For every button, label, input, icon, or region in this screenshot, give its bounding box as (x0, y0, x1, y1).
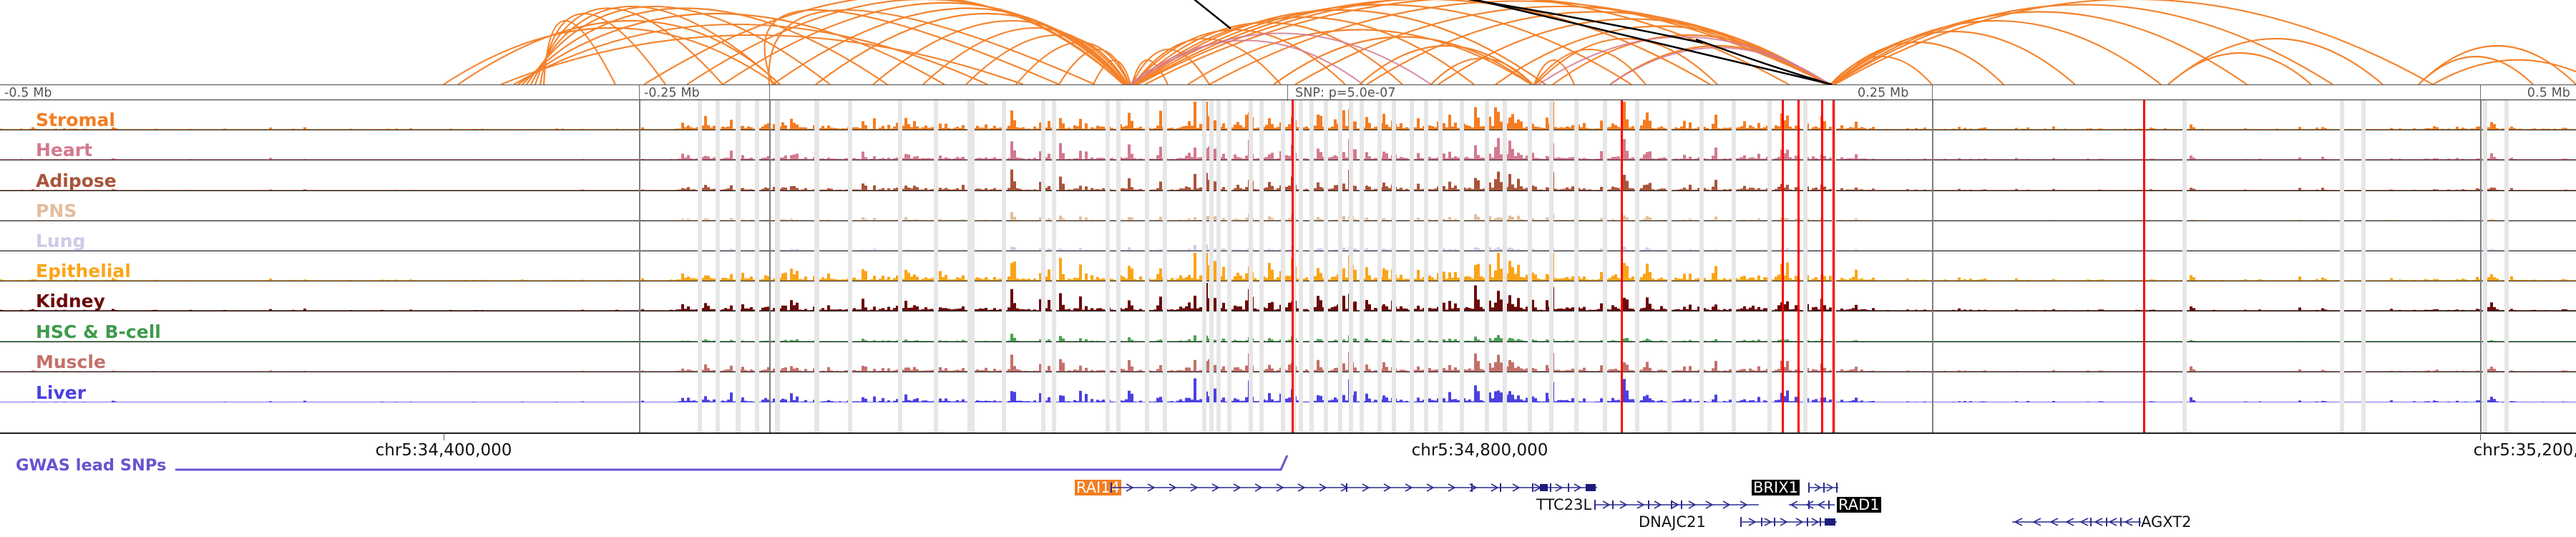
chromatin-loop-arcs (0, 0, 2576, 84)
track-label-muscle: Muscle (36, 351, 106, 372)
track-lung[interactable]: Lung (0, 221, 2576, 251)
gene-body-ttc23l[interactable] (1594, 497, 1759, 513)
track-label-hsc-bcell: HSC & B-cell (36, 321, 161, 342)
track-plot-pns (0, 191, 2576, 221)
track-stromal[interactable]: Stromal (0, 100, 2576, 131)
coord-tick (2480, 432, 2482, 440)
ruler-label-plus-025mb: 0.25 Mb (1858, 86, 1909, 100)
track-label-stromal: Stromal (36, 110, 115, 131)
ruler-label-left-05mb: -0.5 Mb (4, 86, 52, 100)
gene-label-rai14[interactable]: RAI14 (1075, 479, 1122, 496)
gene-body-brix1[interactable] (1808, 480, 1838, 495)
track-heart[interactable]: Heart (0, 130, 2576, 161)
track-muscle[interactable]: Muscle (0, 342, 2576, 372)
gene-row: DNAJC21 (0, 513, 2576, 531)
ruler-tick (639, 85, 640, 101)
track-label-heart: Heart (36, 140, 93, 161)
gene-label-agxt2[interactable]: AGXT2 (2141, 513, 2192, 531)
track-plot-muscle (0, 342, 2576, 372)
position-ruler: -0.5 Mb -0.25 Mb SNP: p=5.0e-07 0.25 Mb … (0, 84, 2576, 101)
ruler-tick (1287, 85, 1289, 101)
ruler-tick (769, 85, 771, 101)
gene-label-ttc23l[interactable]: TTC23L (1536, 496, 1592, 513)
gwas-bracket-line (175, 455, 1289, 471)
gene-annotation-track: RAI14 (0, 478, 2576, 537)
signal-track-stack: Stromal Heart Adipose (0, 100, 2576, 432)
track-label-liver: Liver (36, 382, 87, 403)
gene-label-rad1[interactable]: RAD1 (1837, 496, 1881, 513)
track-plot-liver (0, 373, 2576, 402)
track-plot-heart (0, 130, 2576, 160)
track-label-lung: Lung (36, 230, 86, 251)
track-plot-stromal (0, 100, 2576, 130)
ruler-label-minus-025mb: -0.25 Mb (644, 86, 700, 100)
gene-row: RAI14 (0, 478, 2576, 497)
gene-label-brix1[interactable]: BRIX1 (1752, 479, 1800, 496)
track-adipose[interactable]: Adipose (0, 160, 2576, 191)
snp-pvalue-label: SNP: p=5.0e-07 (1295, 86, 1396, 100)
track-epithelial[interactable]: Epithelial (0, 251, 2576, 282)
gene-body-dnajc21[interactable] (1740, 514, 1837, 530)
track-label-adipose: Adipose (36, 170, 117, 191)
coordinate-axis: chr5:34,400,000 chr5:34,800,000 chr5:35,… (0, 432, 2576, 465)
track-label-pns: PNS (36, 200, 77, 221)
gene-body-rai14[interactable] (1111, 480, 1597, 495)
gene-label-dnajc21[interactable]: DNAJC21 (1639, 513, 1706, 531)
coord-label-end: chr5:35,200, (2473, 441, 2576, 460)
gene-body-rad1[interactable] (1789, 497, 1835, 513)
gwas-lead-snps-label: GWAS lead SNPs (16, 456, 167, 475)
track-plot-epithelial (0, 251, 2576, 281)
ruler-tick (1932, 85, 1933, 101)
gene-body-agxt2[interactable] (2012, 514, 2141, 530)
track-kidney[interactable]: Kidney (0, 281, 2576, 312)
ruler-label-plus-05mb: 0.5 Mb (2527, 86, 2570, 100)
track-liver[interactable]: Liver (0, 372, 2576, 402)
gwas-lead-snp-row: GWAS lead SNPs (0, 455, 2576, 480)
coord-label-mid: chr5:34,800,000 (1411, 441, 1548, 460)
track-plot-hsc-bcell (0, 312, 2576, 342)
track-plot-adipose (0, 161, 2576, 190)
track-hsc-bcell[interactable]: HSC & B-cell (0, 311, 2576, 342)
axis-rule (0, 432, 2576, 434)
track-pns[interactable]: PNS (0, 191, 2576, 221)
ruler-tick (2480, 85, 2482, 101)
track-plot-kidney (0, 281, 2576, 311)
coord-label-start: chr5:34,400,000 (375, 441, 512, 460)
track-label-kidney: Kidney (36, 291, 105, 312)
track-label-epithelial: Epithelial (36, 261, 131, 282)
gene-row: TTC23L (0, 495, 2576, 514)
track-plot-lung (0, 221, 2576, 251)
